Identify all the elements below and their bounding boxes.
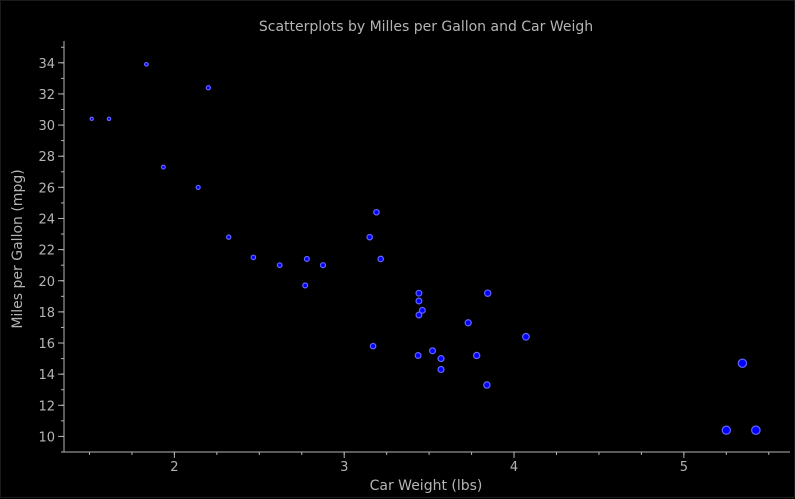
data-point — [366, 233, 373, 241]
data-point — [373, 208, 380, 216]
y-tick-label: 16 — [38, 337, 55, 352]
data-point — [414, 351, 422, 359]
data-point — [737, 358, 748, 369]
y-tick-label: 18 — [38, 306, 55, 321]
y-tick-label: 30 — [38, 119, 55, 134]
y-tick-label: 34 — [38, 57, 55, 72]
y-axis-label: Miles per Gallon (mpg) — [10, 169, 26, 328]
y-tick-label: 24 — [38, 212, 55, 227]
y-tick-label: 12 — [38, 399, 55, 414]
x-axis-label: Car Weight (lbs) — [370, 478, 483, 494]
data-point — [250, 254, 257, 261]
y-tick-label: 10 — [38, 430, 55, 445]
data-point — [418, 306, 426, 314]
x-tick-label: 3 — [340, 460, 348, 475]
data-point — [377, 255, 385, 263]
data-point — [225, 234, 232, 240]
x-tick-label: 5 — [680, 460, 688, 475]
data-point — [89, 116, 94, 122]
data-point — [276, 262, 283, 269]
data-point — [143, 61, 149, 67]
chart-title: Scatterplots by Milles per Gallon and Ca… — [259, 19, 593, 35]
data-point — [319, 262, 327, 269]
x-tick-label: 2 — [170, 460, 178, 475]
data-points — [89, 61, 761, 436]
data-point — [302, 282, 309, 289]
data-point — [106, 116, 112, 122]
data-point — [721, 425, 731, 435]
data-point — [160, 164, 166, 170]
data-point — [415, 297, 423, 305]
y-tick-label: 32 — [38, 88, 55, 103]
data-point — [483, 381, 491, 389]
y-tick-label: 28 — [38, 150, 55, 165]
data-point — [464, 319, 472, 327]
x-tick-label: 4 — [510, 460, 518, 475]
data-point — [428, 347, 437, 355]
data-point — [437, 365, 445, 374]
data-point — [415, 311, 423, 319]
y-tick-label: 14 — [38, 368, 55, 383]
y-tick-label: 22 — [38, 244, 55, 259]
data-point — [415, 289, 423, 297]
y-tick-label: 26 — [38, 181, 55, 196]
data-point — [522, 332, 530, 341]
y-tick-label: 20 — [38, 275, 55, 290]
data-point — [483, 289, 492, 297]
data-point — [303, 255, 310, 262]
data-point — [195, 184, 201, 190]
data-point — [369, 342, 377, 350]
data-point — [205, 85, 212, 91]
data-point — [472, 351, 481, 360]
data-point — [751, 425, 761, 436]
data-point — [437, 355, 445, 363]
